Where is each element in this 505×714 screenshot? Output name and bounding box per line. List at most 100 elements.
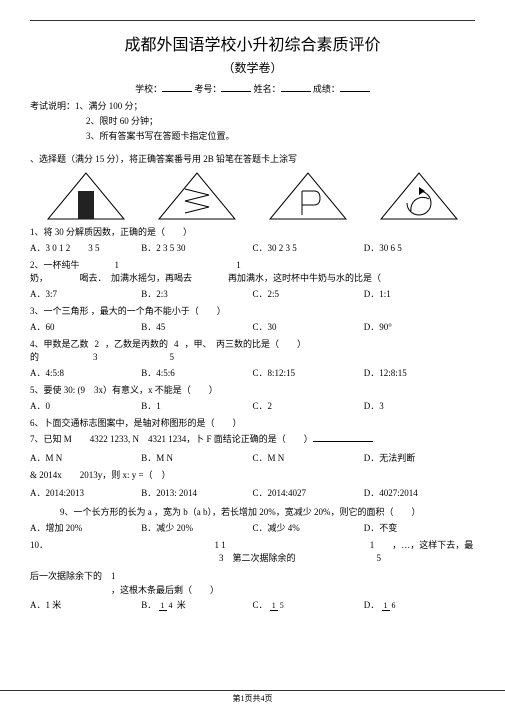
triangle-icon-2 (157, 171, 237, 221)
q8-a: A．2014:2013 (30, 486, 141, 499)
q8-b: B．2013: 2014 (141, 486, 252, 499)
q5-d: D．3 (364, 399, 475, 412)
page-subtitle: （数学卷） (30, 59, 475, 76)
q10-d-n: 1 (382, 601, 390, 611)
q10-d: D． 16 (364, 598, 475, 611)
q4-l2: 2 (91, 339, 103, 351)
q5-text: 5、要使 30: (9 3x）有意义，x 不能是（ ） (30, 385, 475, 397)
q7-a: A．M N (30, 451, 141, 464)
q10-b-n: 1 (159, 601, 167, 611)
q3-line: 3、一个三角形 ，最大的一个角不能小于（ ） (30, 306, 475, 318)
label-exam: 考号： (194, 84, 221, 94)
q3-c: C．30 (253, 320, 364, 333)
figure-row (30, 171, 475, 221)
label-school: 学校： (135, 84, 162, 94)
q2-a: A．3:7 (30, 287, 141, 300)
q4-sub: 的 3 5 (30, 352, 475, 364)
q2-b: B．2:3 (141, 287, 252, 300)
q7-opts: A．M N B．M N C．M N D．无法判断 (30, 451, 475, 464)
q9-b: B．减少 20% (141, 521, 252, 534)
notes-3: 3、所有答案书写在答题卡指定位置。 (30, 129, 475, 142)
q9-c: C．减少 4% (253, 521, 364, 534)
q10-l3: 后一次据除余下的 1 (30, 571, 475, 583)
notes-1: 1、满分 100 分； (75, 101, 143, 111)
q3-b: B．45 (141, 320, 252, 333)
q2-l1-a: 2、一杯纯牛 (30, 260, 80, 270)
page-footer: 第1页共4页 (0, 690, 505, 704)
q5-c: C．2 (253, 399, 364, 412)
triangle-icon-3 (268, 171, 348, 221)
q8-opts: A．2014:2013 B．2013: 2014 C．2014:4027 D．4… (30, 486, 475, 499)
q10-opts: A．1 米 B． 14 米 C． 15 D． 16 (30, 598, 475, 611)
section-1-heading: 、选择题（满分 15 分），将正确答案番号用 2B 铅笔在答题卡上涂写 (30, 152, 475, 165)
q5-b: B．1 (141, 399, 252, 412)
q10-c: C． 15 (253, 598, 364, 611)
q3-d: D．90° (364, 320, 475, 333)
q4-l5: ，甲、 丙三数的比是（ ） (185, 339, 307, 349)
q2-mid1: 1 (82, 260, 152, 272)
q10-a: A．1 米 (30, 598, 141, 611)
q3-l1: 3、一个三角形 (30, 306, 89, 316)
q9-d: D．不变 (364, 521, 475, 534)
q7-b: B．M N (141, 451, 252, 464)
blank-exam (221, 82, 251, 92)
q2-c: C．2:5 (253, 287, 364, 300)
triangle-icon-4 (379, 171, 459, 221)
q1-text: 1、将 30 分解质因数，正确的是（ ） (30, 227, 475, 239)
q1-b: B．2 3 5 30 (141, 241, 252, 254)
q10-c-d: 5 (278, 601, 286, 610)
notes-2: 2、限时 60 分钟； (30, 114, 475, 127)
q10-b: B． 14 米 (141, 598, 252, 611)
q10-d-d: 6 (390, 601, 398, 610)
q10-l3a: 后一次据除余下的 1 (30, 571, 116, 581)
q9-a: A．增加 20% (30, 521, 141, 534)
q3-a: A．60 (30, 320, 141, 333)
q2-l2: 奶， 喝去． 加满水摇匀，再喝去 再加满水，这时杯中牛奶与水的比是（ (30, 273, 475, 285)
q4-opts: A．4:5:8 B．4:5:6 C．8:12:15 D．12:8:15 (30, 366, 475, 379)
q6-text: 6、卜面交通标志图案中，是轴对称图形的是（ ） (30, 418, 475, 430)
notes-line1: 考试说明：1、满分 100 分； (30, 99, 475, 112)
q10-l4: ，这根木条最后剩（ ） (30, 585, 475, 597)
label-name: 姓名： (254, 84, 281, 94)
q2-d: D．1:1 (364, 287, 475, 300)
q1-d: D．30 6 5 (364, 241, 475, 254)
q2-mid2: 1 (236, 260, 241, 270)
q4-line: 4、甲数是乙数 2 ，乙数是丙数的 4 ，甲、 丙三数的比是（ ） (30, 339, 475, 351)
q8-d: D．4027:2014 (364, 486, 475, 499)
q7-c: C．M N (253, 451, 364, 464)
q7-text: 7、已知 M 4322 1233, N 4321 1234，卜 F 面结论正确的… (30, 432, 475, 446)
q10-c-frac: 15 (270, 602, 286, 610)
q10-dp: D． (364, 600, 380, 610)
q5-a: A．0 (30, 399, 141, 412)
q10-cp: C． (253, 600, 268, 610)
q8-text: & 2014x 2013y，则 x: y =（ ） (30, 470, 475, 482)
q3-opts: A．60 B．45 C．30 D．90° (30, 320, 475, 333)
q2-l1: 2、一杯纯牛 1 1 (30, 260, 475, 272)
q8-c: C．2014:4027 (253, 486, 364, 499)
triangle-icon-1 (46, 171, 126, 221)
q10-bp: B． (141, 600, 156, 610)
q4-a: A．4:5:8 (30, 366, 141, 379)
q1-opts: A．3 0 1 2 3 5 B．2 3 5 30 C．30 2 3 5 D．30… (30, 241, 475, 254)
q7-t: 7、已知 M 4322 1233, N 4321 1234，卜 F 面结论正确的… (30, 434, 313, 444)
top-rule (30, 20, 475, 21)
q4-l4: 4 (170, 339, 182, 351)
q10-c-n: 1 (270, 601, 278, 611)
blank-score (340, 82, 370, 92)
q9-opts: A．增加 20% B．减少 20% C．减少 4% D．不变 (30, 521, 475, 534)
blank-name (281, 82, 311, 92)
page-title: 成都外国语学校小升初综合素质评价 (30, 31, 475, 55)
q7-blank (313, 432, 373, 442)
q7-d: D．无法判断 (364, 451, 475, 464)
q4-c: C．8:12:15 (253, 366, 364, 379)
q10-l1: 10． 1 1 1 ，…，这样下去，最 (30, 540, 475, 552)
q10-b-mi: 米 (177, 600, 186, 610)
q4-d: D．12:8:15 (364, 366, 475, 379)
q5-opts: A．0 B．1 C．2 D．3 (30, 399, 475, 412)
q10-b-frac: 14 (159, 602, 175, 610)
q10-d-frac: 16 (382, 602, 398, 610)
notes-prefix: 考试说明： (30, 101, 75, 111)
q1-c: C．30 2 3 5 (253, 241, 364, 254)
info-line: 学校： 考号： 姓名： 成绩： (30, 82, 475, 95)
q1-a: A．3 0 1 2 3 5 (30, 241, 141, 254)
